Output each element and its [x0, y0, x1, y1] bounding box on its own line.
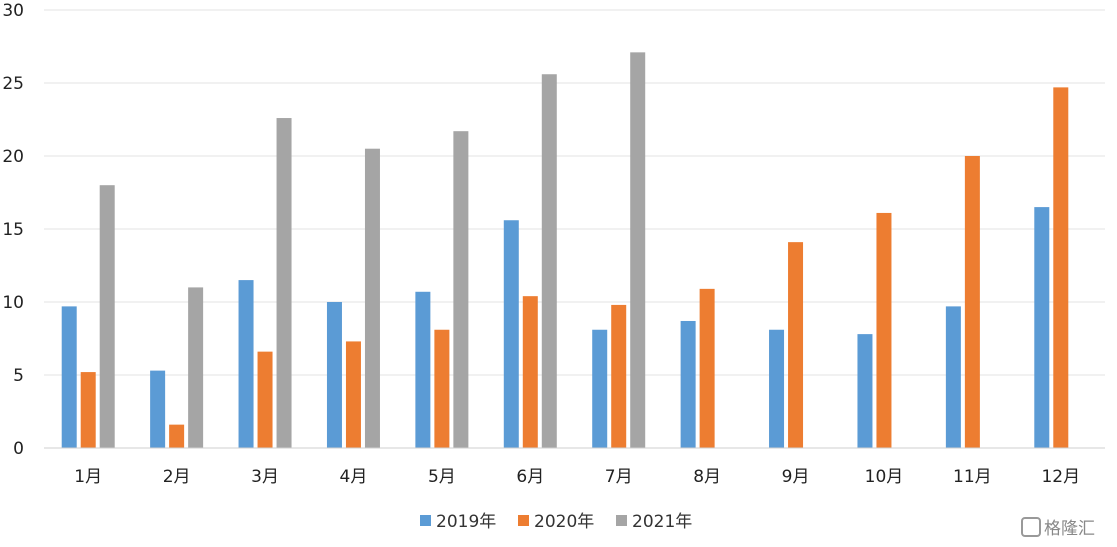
- x-tick-label: 9月: [782, 467, 810, 487]
- legend-swatch: [420, 515, 431, 526]
- legend: 2019年 2020年 2021年: [420, 512, 692, 532]
- x-tick-label: 12月: [1041, 467, 1080, 487]
- bar-2019年-6月: [503, 220, 519, 448]
- legend-swatch: [518, 515, 529, 526]
- bar-2019年-7月: [592, 329, 608, 448]
- bar-2020年-4月: [345, 341, 361, 448]
- y-tick-label: 15: [2, 220, 24, 240]
- x-tick-label: 2月: [163, 467, 191, 487]
- bar-2020年-11月: [964, 156, 980, 448]
- watermark-text: 格隆汇: [1044, 519, 1095, 539]
- watermark: 格隆汇: [1021, 514, 1095, 539]
- x-tick-label: 7月: [605, 467, 633, 487]
- bar-2019年-10月: [857, 334, 873, 448]
- bar-2021年-4月: [364, 148, 380, 448]
- y-tick-label: 25: [2, 74, 24, 94]
- legend-label: 2019年: [436, 512, 496, 532]
- bar-2019年-2月: [150, 370, 166, 448]
- bar-2019年-4月: [326, 302, 342, 448]
- legend-swatch: [616, 515, 627, 526]
- x-axis-tick-labels: 1月 2月 3月 4月 5月 6月 7月 8月 9月 10月 11月 12月: [74, 467, 1080, 487]
- bar-2020年-5月: [434, 329, 450, 448]
- bar-2020年-9月: [788, 242, 804, 448]
- y-tick-label: 5: [13, 366, 24, 386]
- bar-2021年-5月: [453, 131, 469, 448]
- bar-2021年-2月: [188, 287, 204, 448]
- bar-2020年-12月: [1053, 87, 1069, 448]
- x-tick-label: 1月: [74, 467, 102, 487]
- x-tick-label: 8月: [693, 467, 721, 487]
- bar-2020年-6月: [522, 296, 538, 448]
- x-tick-label: 11月: [953, 467, 992, 487]
- bar-2020年-3月: [257, 351, 273, 448]
- x-tick-label: 10月: [865, 467, 904, 487]
- legend-label: 2021年: [632, 512, 692, 532]
- bar-2021年-1月: [99, 185, 115, 448]
- legend-label: 2020年: [534, 512, 594, 532]
- bar-2021年-7月: [630, 52, 646, 449]
- bar-2021年-3月: [276, 118, 292, 448]
- x-tick-label: 5月: [428, 467, 456, 487]
- g-logo-icon: [1021, 517, 1041, 537]
- y-tick-label: 20: [2, 147, 24, 167]
- bar-2020年-10月: [876, 212, 892, 448]
- y-tick-label: 0: [13, 439, 24, 459]
- bar-2019年-5月: [415, 291, 431, 448]
- y-tick-label: 30: [2, 1, 24, 21]
- bar-2019年-11月: [945, 306, 961, 448]
- x-tick-label: 3月: [251, 467, 279, 487]
- grid-lines: [44, 9, 1105, 376]
- bar-2020年-1月: [80, 372, 96, 448]
- bar-2019年-12月: [1034, 207, 1050, 448]
- bar-2019年-1月: [61, 306, 77, 448]
- x-tick-label: 4月: [340, 467, 368, 487]
- bar-series: [61, 52, 1069, 449]
- bar-2020年-7月: [611, 304, 627, 448]
- x-tick-label: 6月: [516, 467, 544, 487]
- bar-2019年-3月: [238, 280, 254, 448]
- bar-2020年-8月: [699, 288, 715, 448]
- bar-2020年-2月: [169, 424, 185, 448]
- bar-2021年-6月: [541, 74, 557, 449]
- bar-2019年-8月: [680, 320, 696, 448]
- y-axis-tick-labels: 0 5 10 15 20 25 30: [2, 1, 24, 459]
- y-tick-label: 10: [2, 293, 24, 313]
- bar-2019年-9月: [769, 329, 785, 448]
